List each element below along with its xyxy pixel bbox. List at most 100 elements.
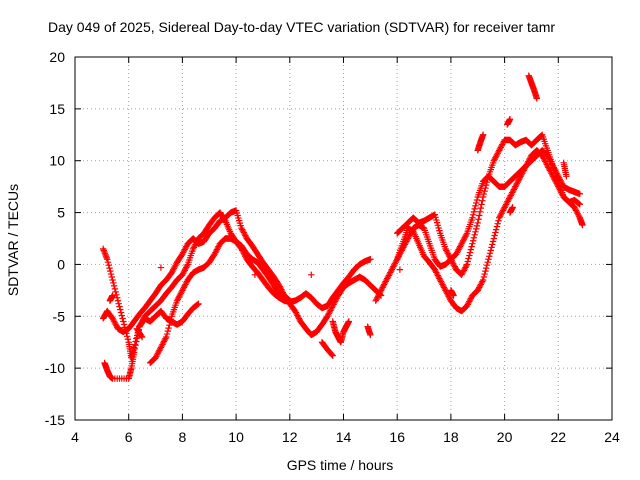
y-tick-labels: -15 -10 -5 0 5 10 15 20 (45, 49, 65, 428)
data-point (117, 309, 125, 316)
data-point (485, 256, 492, 263)
data-point (492, 226, 500, 233)
data-point (576, 190, 583, 198)
data-point (469, 214, 476, 221)
x-tick-label: 24 (604, 429, 620, 445)
series-track-b (99, 207, 293, 336)
series-track-e (318, 318, 353, 359)
data-point (110, 282, 118, 290)
data-point (490, 235, 498, 242)
data-point (163, 330, 171, 338)
series-track-d (146, 235, 385, 367)
x-tick-labels: 4 6 8 10 12 14 16 18 20 22 24 (71, 429, 620, 445)
data-point (465, 255, 472, 262)
data-point (479, 278, 486, 285)
data-point (493, 223, 501, 230)
data-point (463, 261, 471, 268)
data-point (484, 259, 491, 266)
y-tick-label: -15 (45, 412, 65, 428)
y-tick-label: 20 (49, 49, 65, 65)
x-tick-label: 6 (125, 429, 133, 445)
grid (75, 57, 612, 420)
data-point (495, 217, 502, 224)
data-point (477, 204, 485, 212)
data-point (481, 270, 488, 278)
x-tick-label: 20 (497, 429, 513, 445)
y-axis-label: SDTVAR / TECUs (5, 184, 21, 296)
data-point (116, 303, 123, 310)
data-point (468, 243, 475, 250)
data-point (472, 202, 479, 210)
data-point (104, 259, 112, 266)
data-point (133, 334, 141, 341)
data-point (138, 333, 146, 341)
data-point (469, 211, 477, 218)
y-tick-label: 5 (57, 205, 65, 221)
data-point (479, 197, 486, 204)
data-point (109, 276, 116, 284)
data-point (467, 246, 475, 253)
data-point (463, 231, 470, 238)
data-point (466, 252, 473, 259)
data-point (164, 327, 172, 335)
data-point (183, 262, 191, 270)
data-point (111, 285, 119, 293)
data-point (138, 332, 145, 340)
data-point (163, 333, 170, 341)
data-point (115, 300, 122, 307)
data-point (308, 271, 315, 278)
data-point (471, 231, 478, 238)
data-points (99, 72, 586, 382)
x-tick-label: 14 (336, 429, 352, 445)
data-point (123, 333, 131, 340)
data-point (112, 288, 119, 296)
data-point (473, 225, 480, 233)
x-axis-label: GPS time / hours (287, 457, 394, 473)
data-point (486, 250, 494, 257)
data-point (473, 196, 481, 204)
data-point (469, 237, 477, 244)
data-point (328, 351, 336, 359)
data-point (113, 291, 120, 299)
data-point (110, 279, 117, 287)
data-point (114, 297, 122, 304)
x-tick-label: 10 (228, 429, 244, 445)
data-point (104, 256, 111, 263)
data-point (345, 318, 353, 325)
data-point (482, 264, 490, 272)
data-point (367, 331, 374, 339)
x-tick-label: 12 (282, 429, 298, 445)
data-point (120, 318, 127, 325)
y-tick-label: -10 (45, 360, 65, 376)
x-tick-label: 22 (551, 429, 567, 445)
data-point (480, 273, 488, 281)
data-point (166, 319, 174, 326)
data-point (475, 216, 482, 223)
data-point (482, 184, 489, 192)
data-point (157, 264, 165, 271)
data-point (476, 208, 484, 216)
data-point (476, 212, 483, 219)
data-point (473, 222, 481, 230)
data-point (124, 336, 132, 343)
data-point (471, 205, 478, 213)
x-tick-label: 8 (179, 429, 187, 445)
data-point (473, 199, 480, 207)
data-point (167, 316, 175, 323)
chart-title: Day 049 of 2025, Sidereal Day-to-day VTE… (48, 19, 555, 35)
data-point (533, 95, 541, 102)
data-point (482, 267, 489, 275)
data-point (509, 204, 516, 211)
data-point (130, 349, 138, 356)
data-point (165, 324, 172, 332)
data-point (479, 131, 487, 138)
data-point (195, 300, 202, 308)
data-point (563, 173, 570, 180)
data-point (166, 321, 173, 329)
data-point (470, 208, 478, 216)
data-point (483, 261, 491, 269)
data-point (120, 321, 128, 328)
data-point (105, 261, 112, 269)
data-point (487, 247, 494, 254)
